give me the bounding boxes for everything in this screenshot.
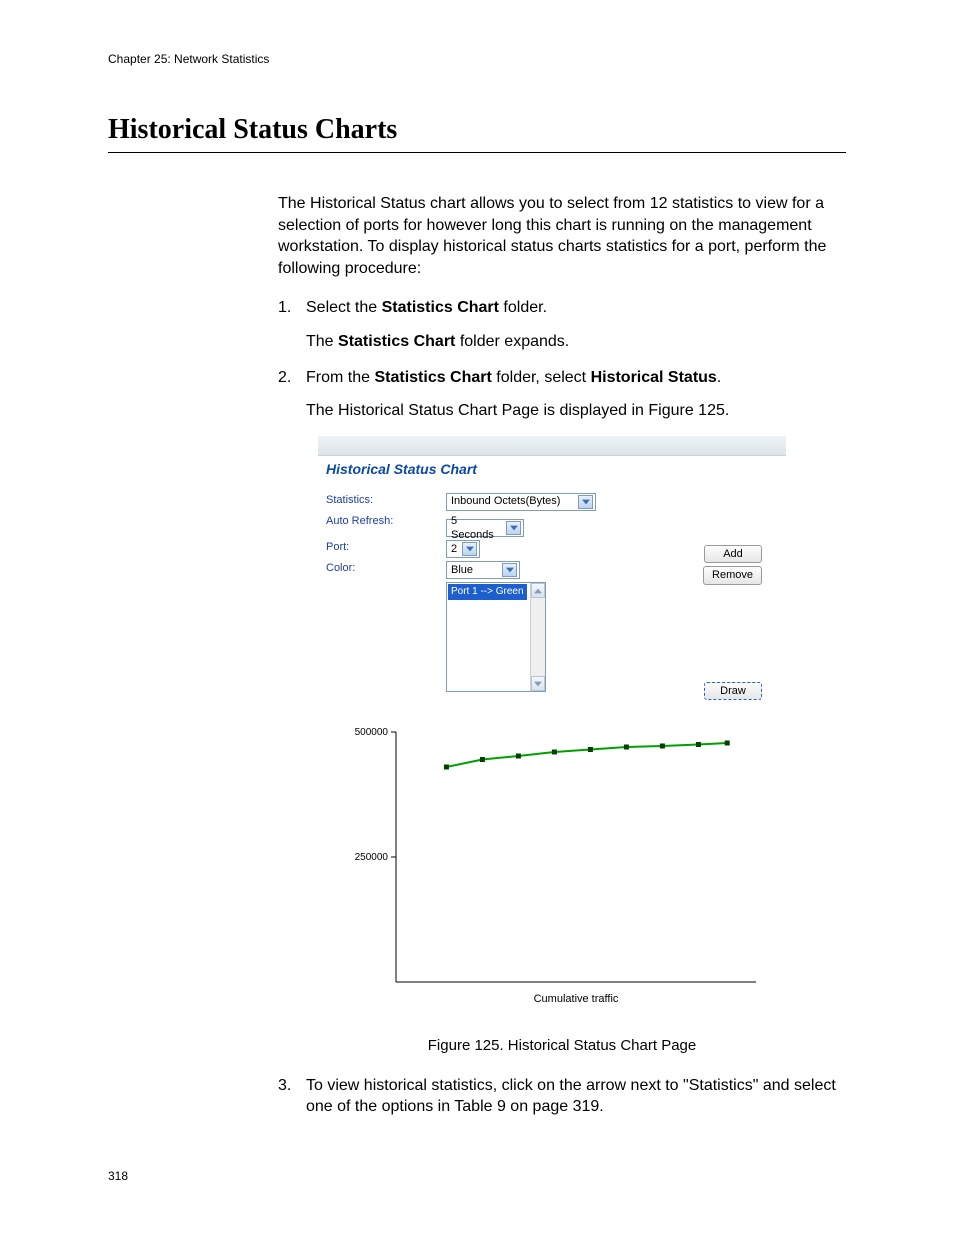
chevron-down-icon[interactable] [578, 495, 593, 509]
chart-svg: 250000 500000 Cumulative traffic [326, 722, 766, 1012]
text: Select the [306, 299, 382, 316]
select-value: 2 [451, 542, 457, 557]
remove-button[interactable]: Remove [703, 566, 762, 585]
bold-text: Statistics Chart [382, 299, 499, 316]
label-port: Port: [326, 540, 446, 555]
cell: 2 [446, 540, 646, 558]
svg-text:Cumulative traffic: Cumulative traffic [534, 993, 619, 1005]
cell: Blue Port 1 --> Green [446, 561, 646, 692]
figure-caption: Figure 125. Historical Status Chart Page [278, 1036, 846, 1056]
step-1: 1. Select the Statistics Chart folder. T… [278, 297, 846, 352]
chevron-down-icon[interactable] [506, 521, 521, 535]
chevron-down-icon[interactable] [462, 542, 477, 556]
body-column: The Historical Status chart allows you t… [278, 193, 846, 1118]
section-title: Historical Status Charts [108, 114, 846, 153]
chevron-down-icon[interactable] [502, 563, 517, 577]
panel-titlebar [318, 436, 786, 456]
label-auto-refresh: Auto Refresh: [326, 514, 446, 529]
panel-title: Historical Status Chart [318, 456, 786, 487]
port-color-listbox[interactable]: Port 1 --> Green [446, 582, 546, 692]
step-after: The Statistics Chart folder expands. [306, 331, 846, 353]
page-number: 318 [108, 1169, 128, 1183]
step-after: The Historical Status Chart Page is disp… [306, 400, 846, 422]
scroll-up-icon[interactable] [531, 583, 545, 598]
panel-body: Statistics: Inbound Octets(Bytes) Auto R… [318, 487, 786, 1023]
right-buttons: Add Remove [703, 545, 762, 586]
select-value: Blue [451, 563, 473, 578]
color-select[interactable]: Blue [446, 561, 520, 579]
cell: Inbound Octets(Bytes) [446, 493, 646, 511]
intro-paragraph: The Historical Status chart allows you t… [278, 193, 846, 279]
port-select[interactable]: 2 [446, 540, 480, 558]
auto-refresh-select[interactable]: 5 Seconds [446, 519, 524, 537]
document-page: Chapter 25: Network Statistics Historica… [0, 0, 954, 1235]
text: folder expands. [455, 333, 569, 350]
scroll-down-icon[interactable] [531, 676, 545, 691]
step-2: 2. From the Statistics Chart folder, sel… [278, 367, 846, 422]
historical-status-chart: 250000 500000 Cumulative traffic [326, 722, 766, 1012]
bold-text: Statistics Chart [338, 333, 455, 350]
select-value: Inbound Octets(Bytes) [451, 494, 560, 509]
step-body: Select the Statistics Chart folder. The … [306, 297, 846, 352]
form-grid: Statistics: Inbound Octets(Bytes) Auto R… [326, 493, 766, 693]
add-button[interactable]: Add [704, 545, 762, 564]
text: folder, select [492, 369, 591, 386]
historical-status-panel: Historical Status Chart Statistics: Inbo… [318, 436, 786, 1023]
text: . [717, 369, 721, 386]
label-statistics: Statistics: [326, 493, 446, 508]
select-value: 5 Seconds [451, 514, 502, 544]
step-3: 3. To view historical statistics, click … [278, 1075, 846, 1118]
scrollbar[interactable] [530, 583, 545, 691]
text: folder. [499, 299, 547, 316]
step-number: 2. [278, 367, 306, 422]
svg-text:250000: 250000 [355, 852, 389, 863]
step-number: 1. [278, 297, 306, 352]
chapter-header: Chapter 25: Network Statistics [108, 52, 846, 66]
statistics-select[interactable]: Inbound Octets(Bytes) [446, 493, 596, 511]
text: From the [306, 369, 374, 386]
cell: 5 Seconds [446, 514, 646, 538]
draw-holder: Draw [704, 679, 762, 701]
step-body: To view historical statistics, click on … [306, 1075, 846, 1118]
step-number: 3. [278, 1075, 306, 1118]
step-body: From the Statistics Chart folder, select… [306, 367, 846, 422]
list-item[interactable]: Port 1 --> Green [448, 584, 527, 600]
draw-button[interactable]: Draw [704, 682, 762, 701]
text: The [306, 333, 338, 350]
svg-text:500000: 500000 [355, 727, 389, 738]
label-color: Color: [326, 561, 446, 576]
bold-text: Statistics Chart [374, 369, 491, 386]
bold-text: Historical Status [591, 369, 717, 386]
